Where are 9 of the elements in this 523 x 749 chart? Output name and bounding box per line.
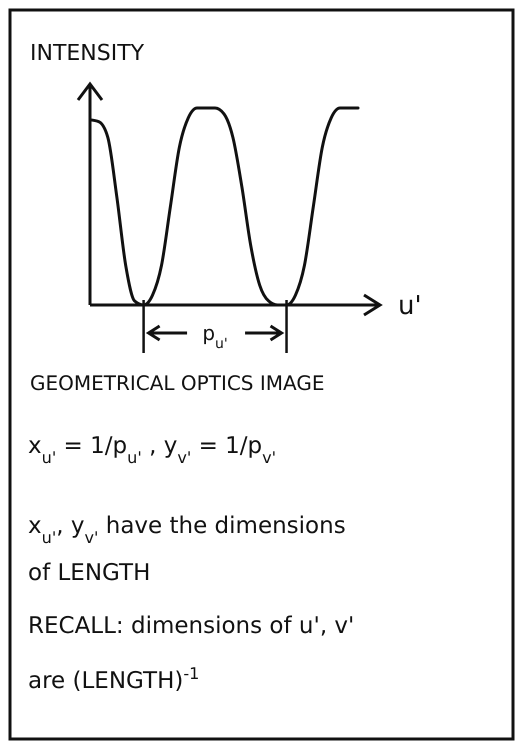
text: x$_{u'}$, y$_{v'}$ have the dimensions: [28, 513, 346, 546]
x-axis-title: u': [398, 291, 422, 321]
text: p$_{u'}$: [202, 321, 228, 352]
y-axis-title: INTENSITY: [30, 41, 145, 66]
text: are (LENGTH)$^{-1}$: [28, 664, 200, 694]
text: GEOMETRICAL OPTICS IMAGE: [30, 371, 324, 395]
text: x$_{u'}$ = 1/p$_{u'}$ , y$_{v'}$ = 1/p$_{v'}$: [28, 433, 276, 466]
text: RECALL: dimensions of u', v': [28, 613, 354, 639]
text: of LENGTH: [28, 560, 150, 586]
